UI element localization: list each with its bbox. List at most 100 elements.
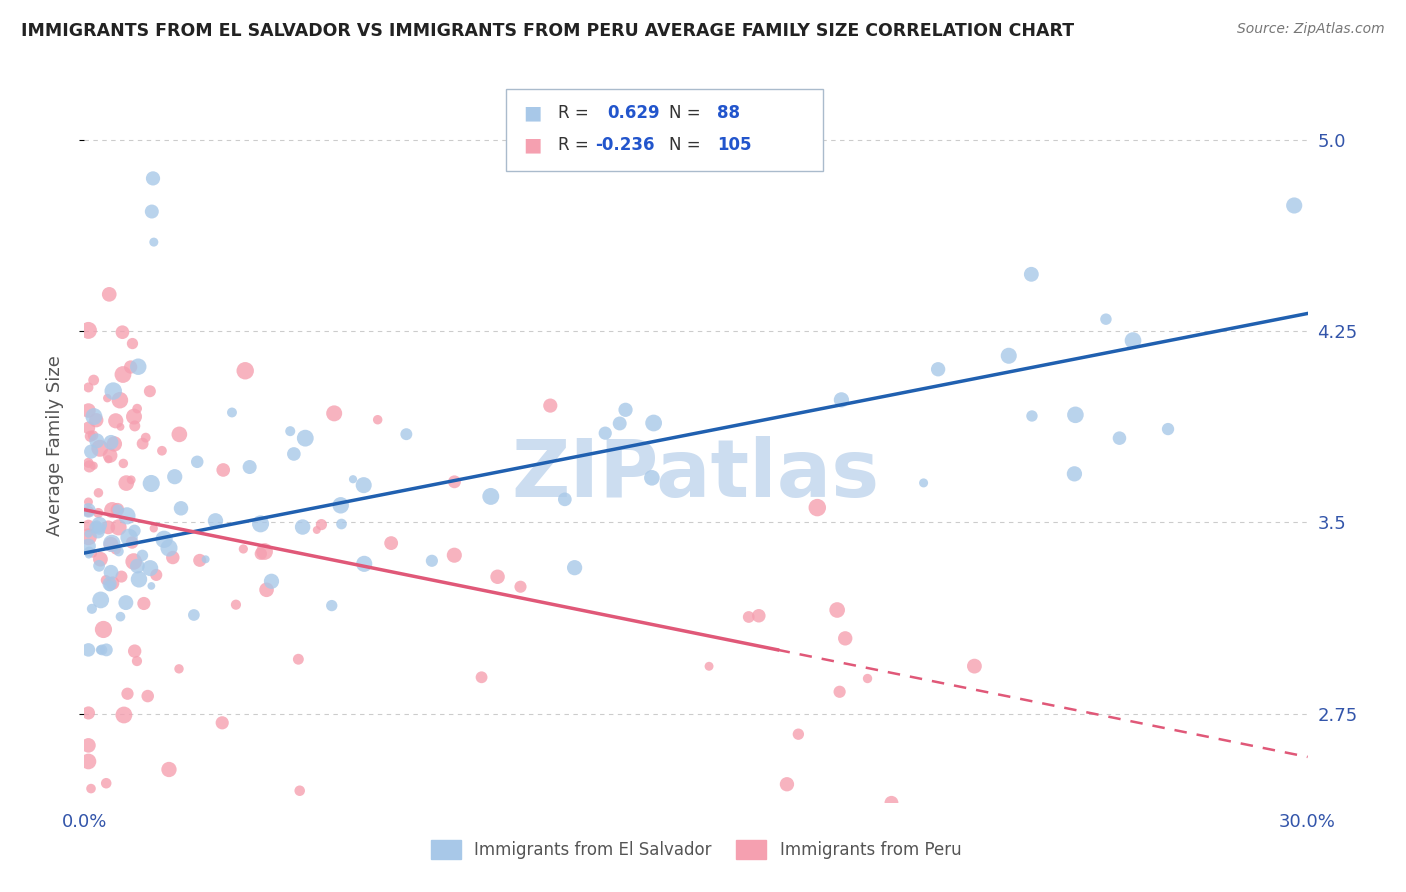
Point <box>124 524 146 538</box>
Point <box>84 413 107 427</box>
Point <box>329 498 352 512</box>
Point <box>124 644 146 658</box>
Point <box>89 522 111 536</box>
Point <box>135 431 157 445</box>
Point <box>253 544 276 558</box>
Point <box>124 418 146 433</box>
Point <box>118 530 141 544</box>
Point <box>132 597 155 611</box>
Point <box>115 476 138 491</box>
Text: ZIPatlas: ZIPatlas <box>512 435 880 514</box>
Point <box>787 727 810 741</box>
Point <box>142 235 165 249</box>
Point <box>641 471 664 485</box>
Point <box>738 610 761 624</box>
Text: R =: R = <box>558 136 589 154</box>
Point <box>110 420 132 434</box>
Point <box>142 171 165 186</box>
Point <box>479 490 502 504</box>
Point <box>239 460 262 475</box>
Point <box>120 473 142 487</box>
Point <box>112 708 135 723</box>
Point <box>98 577 121 591</box>
Point <box>83 409 105 424</box>
Point <box>97 452 120 467</box>
Point <box>103 384 125 398</box>
Point <box>121 535 143 549</box>
Point <box>80 444 103 458</box>
Point <box>79 545 101 559</box>
Point <box>776 777 799 791</box>
Point <box>141 204 163 219</box>
Point <box>77 503 100 517</box>
Point <box>77 403 100 417</box>
Point <box>117 687 139 701</box>
Point <box>122 409 145 424</box>
Point <box>232 541 254 556</box>
Point <box>90 593 112 607</box>
Point <box>153 533 176 547</box>
Point <box>115 596 138 610</box>
Text: Source: ZipAtlas.com: Source: ZipAtlas.com <box>1237 22 1385 37</box>
Point <box>188 553 211 567</box>
Point <box>1282 198 1305 212</box>
Text: IMMIGRANTS FROM EL SALVADOR VS IMMIGRANTS FROM PERU AVERAGE FAMILY SIZE CORRELAT: IMMIGRANTS FROM EL SALVADOR VS IMMIGRANT… <box>21 22 1074 40</box>
Point <box>157 763 180 777</box>
Point <box>77 548 100 562</box>
Point <box>122 555 145 569</box>
Point <box>194 552 217 566</box>
Point <box>84 520 107 534</box>
Point <box>100 537 122 551</box>
Point <box>125 654 148 668</box>
Point <box>157 541 180 555</box>
Point <box>564 560 586 574</box>
Point <box>131 436 153 450</box>
Point <box>1064 408 1087 422</box>
Point <box>1108 431 1130 445</box>
Point <box>141 579 163 593</box>
Point <box>643 416 665 430</box>
Y-axis label: Average Family Size: Average Family Size <box>45 356 63 536</box>
Point <box>104 414 127 428</box>
Point <box>204 514 226 528</box>
Point <box>77 495 100 509</box>
Point <box>98 287 121 301</box>
Point <box>170 501 193 516</box>
Point <box>287 652 309 666</box>
Point <box>77 530 100 544</box>
Point <box>323 406 346 420</box>
Point <box>554 492 576 507</box>
Point <box>79 459 101 474</box>
Point <box>1021 268 1043 282</box>
Point <box>963 659 986 673</box>
Point <box>107 502 129 516</box>
Point <box>294 431 316 445</box>
Point <box>880 796 903 810</box>
Point <box>395 427 418 442</box>
Point <box>342 472 364 486</box>
Point <box>1063 467 1085 481</box>
Point <box>107 503 129 517</box>
Point <box>311 517 333 532</box>
Point <box>100 435 122 450</box>
Point <box>486 570 509 584</box>
Legend: Immigrants from El Salvador, Immigrants from Peru: Immigrants from El Salvador, Immigrants … <box>423 833 969 866</box>
Point <box>260 574 283 589</box>
Point <box>89 442 111 456</box>
Point <box>77 755 100 769</box>
Point <box>77 518 100 533</box>
Point <box>128 572 150 586</box>
Point <box>90 643 112 657</box>
Point <box>77 527 100 541</box>
Point <box>98 449 121 463</box>
Point <box>1122 334 1144 348</box>
Point <box>127 359 149 374</box>
Point <box>330 516 353 531</box>
Point <box>609 417 631 431</box>
Point <box>83 373 105 387</box>
Point <box>127 559 149 574</box>
Point <box>107 520 129 534</box>
Point <box>380 536 402 550</box>
Point <box>87 506 110 520</box>
Point <box>150 443 173 458</box>
